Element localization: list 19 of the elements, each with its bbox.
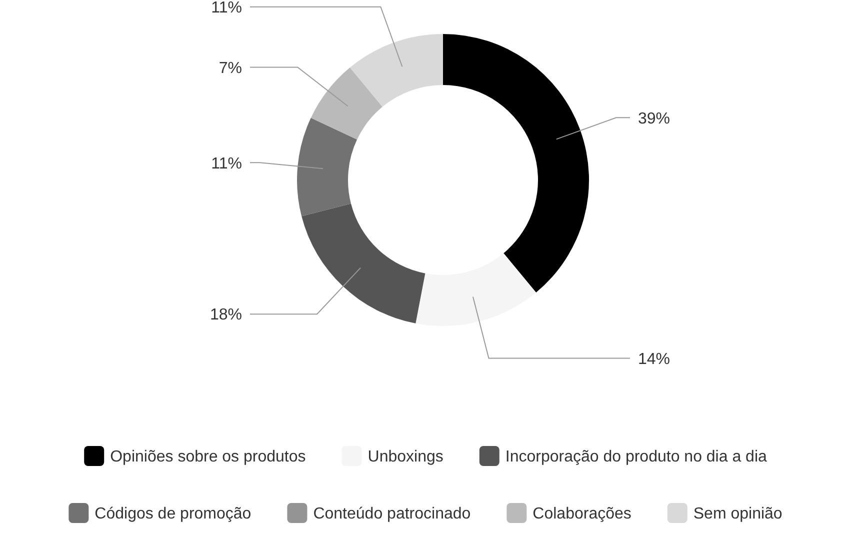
- legend-label: Sem opinião: [693, 506, 782, 523]
- data-label: 11%: [211, 0, 242, 16]
- donut-slice: [416, 253, 536, 326]
- legend-label: Incorporação do produto no dia a dia: [505, 448, 767, 466]
- legend-label: Opiniões sobre os produtos: [110, 448, 306, 466]
- data-label: 18%: [210, 306, 242, 324]
- data-label: 7%: [218, 60, 242, 77]
- donut-slice: [302, 204, 426, 324]
- donut-slice: [310, 68, 382, 140]
- data-label: 11%: [211, 155, 242, 172]
- data-label: 39%: [638, 110, 670, 128]
- legend-label: Conteúdo patrocinado: [313, 506, 471, 523]
- donut-slice: [297, 118, 358, 216]
- legend-label: Unboxings: [368, 448, 444, 466]
- legend-label: Códigos de promoção: [94, 506, 252, 523]
- legend-label: Colaborações: [532, 506, 632, 523]
- data-label: 14%: [638, 350, 670, 368]
- donut-slice: [443, 34, 589, 292]
- donut-slice: [350, 34, 443, 107]
